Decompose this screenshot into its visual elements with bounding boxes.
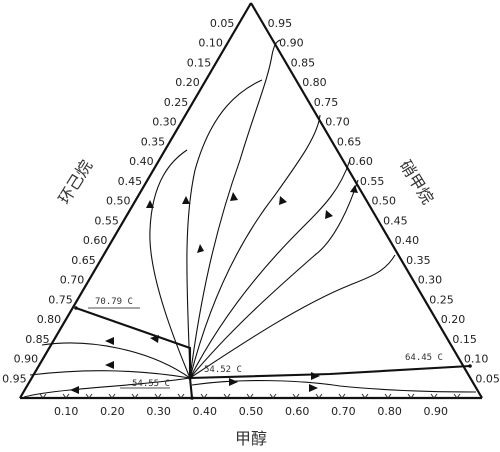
bottom-tick-marks: [39, 393, 461, 399]
left-tick-label: 0.90: [14, 353, 39, 366]
residue-curves: [23, 39, 477, 398]
arrow-4: [279, 196, 287, 205]
right-tick-label: 0.70: [325, 116, 350, 129]
residue-curve-4: [189, 114, 321, 379]
left-tick-label: 0.40: [129, 155, 154, 168]
right-tick-labels: 0.95 0.90 0.85 0.80 0.75 0.70 0.65 0.60 0.55 0.50…: [268, 17, 500, 385]
left-tick-label: 0.05: [210, 17, 235, 30]
azeotrope-point-right: [468, 364, 472, 368]
arrow-1: [146, 200, 154, 208]
bottom-tick-labels: 0.10 0.20 0.30 0.40 0.50 0.60 0.70 0.80 0.90: [54, 405, 448, 418]
right-tick-label: 0.55: [360, 175, 385, 188]
bottom-tick-label: 0.40: [193, 405, 218, 418]
left-tick-label: 0.25: [164, 96, 189, 109]
arrow-5: [325, 210, 333, 219]
left-tick-label: 0.10: [198, 37, 223, 50]
right-tick-label: 0.15: [452, 333, 477, 346]
right-component-label: 硝甲烷: [396, 157, 438, 208]
azeotrope-point-ternary: [188, 376, 192, 380]
arrow-10: [105, 361, 114, 369]
azeotrope-label-64-45: 64.45 C: [405, 353, 443, 363]
left-tick-label: 0.35: [141, 135, 166, 148]
azeotrope-point-bottom: [190, 396, 194, 400]
arrow-11: [311, 372, 320, 380]
left-tick-label: 0.70: [60, 274, 85, 287]
bottom-tick-label: 0.50: [239, 405, 264, 418]
left-tick-label: 0.55: [94, 214, 119, 227]
right-tick-label: 0.05: [475, 372, 500, 385]
residue-curve-7: [189, 254, 396, 379]
arrow-9: [150, 335, 159, 343]
left-tick-label: 0.95: [2, 372, 27, 385]
azeotrope-label-54-52: 54.52 C: [204, 365, 242, 375]
bottom-tick-label: 0.60: [285, 405, 310, 418]
azeotrope-label-70-79: 70.79 C: [95, 297, 133, 307]
bottom-tick-label: 0.30: [146, 405, 171, 418]
right-tick-label: 0.30: [418, 274, 443, 287]
left-tick-label: 0.85: [25, 333, 50, 346]
residue-curve-5: [189, 159, 351, 379]
residue-curve-8: [41, 342, 191, 379]
left-tick-label: 0.15: [187, 56, 212, 69]
left-tick-label: 0.20: [175, 76, 200, 89]
direction-arrows: [70, 185, 358, 394]
left-tick-label: 0.65: [71, 254, 96, 267]
boundary-bottom-segment: [188, 377, 194, 399]
distillation-boundaries: [75, 307, 471, 399]
left-tick-label: 0.80: [37, 313, 62, 326]
left-tick-label: 0.75: [48, 293, 73, 306]
right-tick-label: 0.65: [337, 135, 362, 148]
bottom-tick-label: 0.10: [54, 405, 79, 418]
right-tick-label: 0.10: [464, 353, 489, 366]
arrow-8: [105, 337, 114, 345]
bottom-tick-label: 0.90: [424, 405, 449, 418]
right-tick-label: 0.35: [406, 254, 431, 267]
arrow-7: [197, 244, 204, 253]
arrow-14: [70, 386, 79, 394]
left-tick-label: 0.30: [152, 116, 177, 129]
left-edge: [19, 2, 252, 399]
right-tick-label: 0.80: [302, 76, 327, 89]
left-tick-label: 0.50: [106, 195, 131, 208]
bottom-tick-label: 0.70: [331, 405, 356, 418]
residue-curve-2: [186, 79, 263, 379]
left-component-label: 环己烷: [55, 157, 97, 208]
boundary-left: [75, 307, 192, 378]
right-tick-label: 0.50: [372, 195, 397, 208]
left-tick-label: 0.45: [118, 175, 143, 188]
right-tick-label: 0.40: [395, 234, 420, 247]
residue-curve-3: [189, 39, 281, 379]
left-tick-labels: 0.05 0.10 0.15 0.20 0.25 0.30 0.35 0.40 0.45 0.50…: [2, 17, 235, 385]
residue-curve-6: [189, 179, 359, 379]
right-tick-label: 0.25: [429, 293, 454, 306]
boundary-right: [189, 364, 471, 380]
residue-curve-9: [29, 370, 191, 379]
arrow-13: [309, 384, 318, 392]
right-tick-label: 0.75: [314, 96, 339, 109]
azeotrope-label-54-55: 54.55 C: [132, 379, 170, 389]
right-tick-label: 0.20: [441, 313, 466, 326]
azeotrope-markers: [74, 306, 472, 400]
arrow-3: [230, 192, 238, 201]
right-edge: [250, 2, 483, 399]
right-tick-label: 0.95: [268, 17, 293, 30]
bottom-component-label: 甲醇: [235, 429, 267, 448]
azeotrope-point-left: [74, 306, 78, 310]
bottom-tick-label: 0.80: [377, 405, 402, 418]
right-tick-label: 0.60: [348, 155, 373, 168]
left-tick-label: 0.60: [83, 234, 108, 247]
arrow-12: [229, 378, 238, 386]
arrow-2: [182, 196, 190, 204]
right-tick-label: 0.45: [383, 214, 408, 227]
right-tick-label: 0.90: [279, 37, 304, 50]
bottom-tick-label: 0.20: [100, 405, 125, 418]
residue-curve-11: [191, 380, 477, 393]
right-tick-label: 0.85: [291, 56, 316, 69]
residue-curve-1: [149, 149, 191, 379]
arrow-6: [350, 185, 358, 193]
